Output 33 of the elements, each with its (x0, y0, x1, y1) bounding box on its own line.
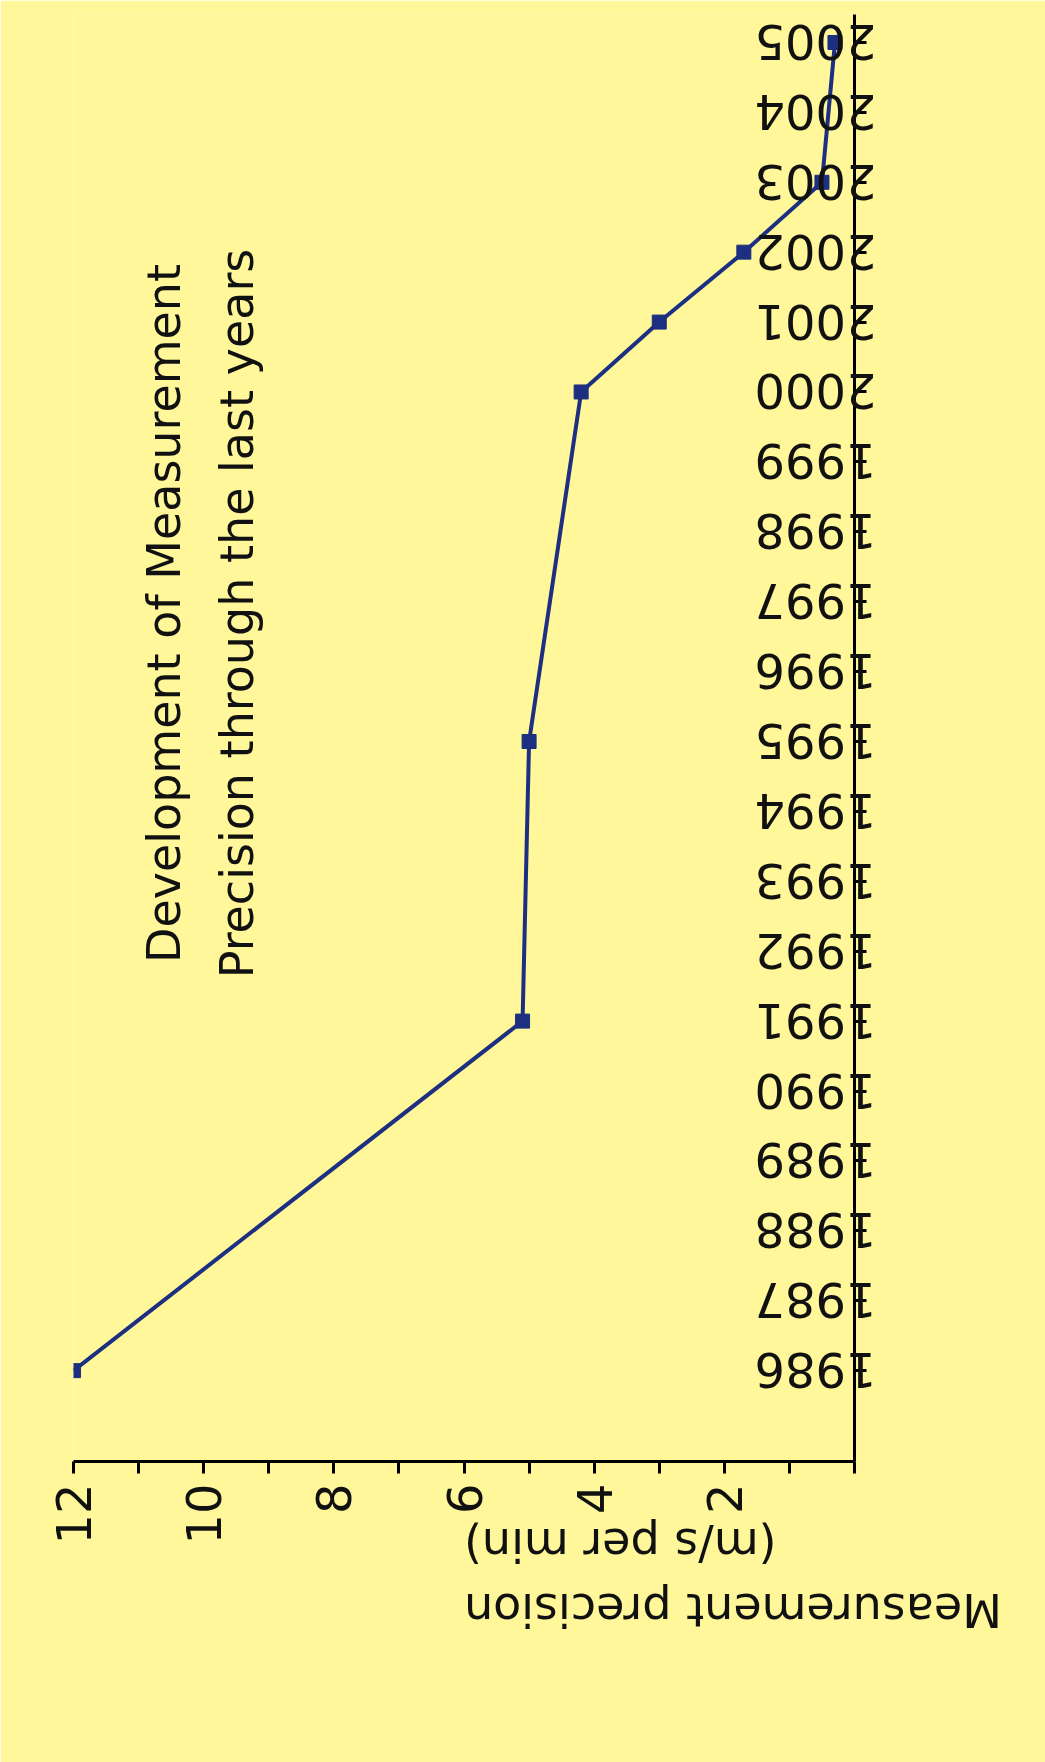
y-tick-label: 1995 (754, 713, 877, 769)
y-tick-label: 1994 (754, 782, 877, 839)
y-tick-label: 1987 (754, 1272, 877, 1329)
y-tick-label: 2002 (754, 223, 877, 280)
x-tick-label: 6 (436, 1483, 493, 1515)
y-tick-label: 1989 (754, 1132, 877, 1189)
y-tick-label: 2005 (754, 13, 877, 70)
y-tick-label: 2004 (754, 83, 877, 140)
point (573, 384, 589, 400)
y-tick-label: 1997 (754, 573, 877, 630)
x-tick-label: 2 (696, 1483, 753, 1515)
x-axis-title: Measurement precision (m/s per min) (463, 1518, 1002, 1637)
y-tick-label: 1991 (754, 992, 877, 1049)
y-tick-label: 1998 (754, 503, 877, 560)
y-tick-label: 2003 (754, 153, 877, 210)
point (651, 314, 667, 330)
y-tick-label: 1990 (754, 1062, 877, 1119)
x-tick-label: 8 (306, 1483, 363, 1515)
y-tick-label: 1996 (754, 643, 877, 700)
point (515, 1013, 531, 1029)
x-tick-label: 4 (566, 1483, 623, 1515)
x-tick-label: 12 (46, 1483, 102, 1545)
x-tick-label: 10 (176, 1483, 233, 1545)
y-tick-label: 1988 (754, 1202, 877, 1259)
point (736, 244, 752, 260)
y-tick-label: 1986 (754, 1342, 877, 1399)
y-tick-label: 1999 (754, 433, 877, 490)
point (521, 734, 537, 749)
y-tick-label: 1992 (754, 922, 877, 979)
text: Development of Measurement Precision through the last years (136, 248, 264, 979)
y-tick-label: 1993 (754, 852, 877, 909)
y-tick-label: 2000 (754, 363, 877, 420)
y-tick-label: 2001 (754, 293, 877, 350)
